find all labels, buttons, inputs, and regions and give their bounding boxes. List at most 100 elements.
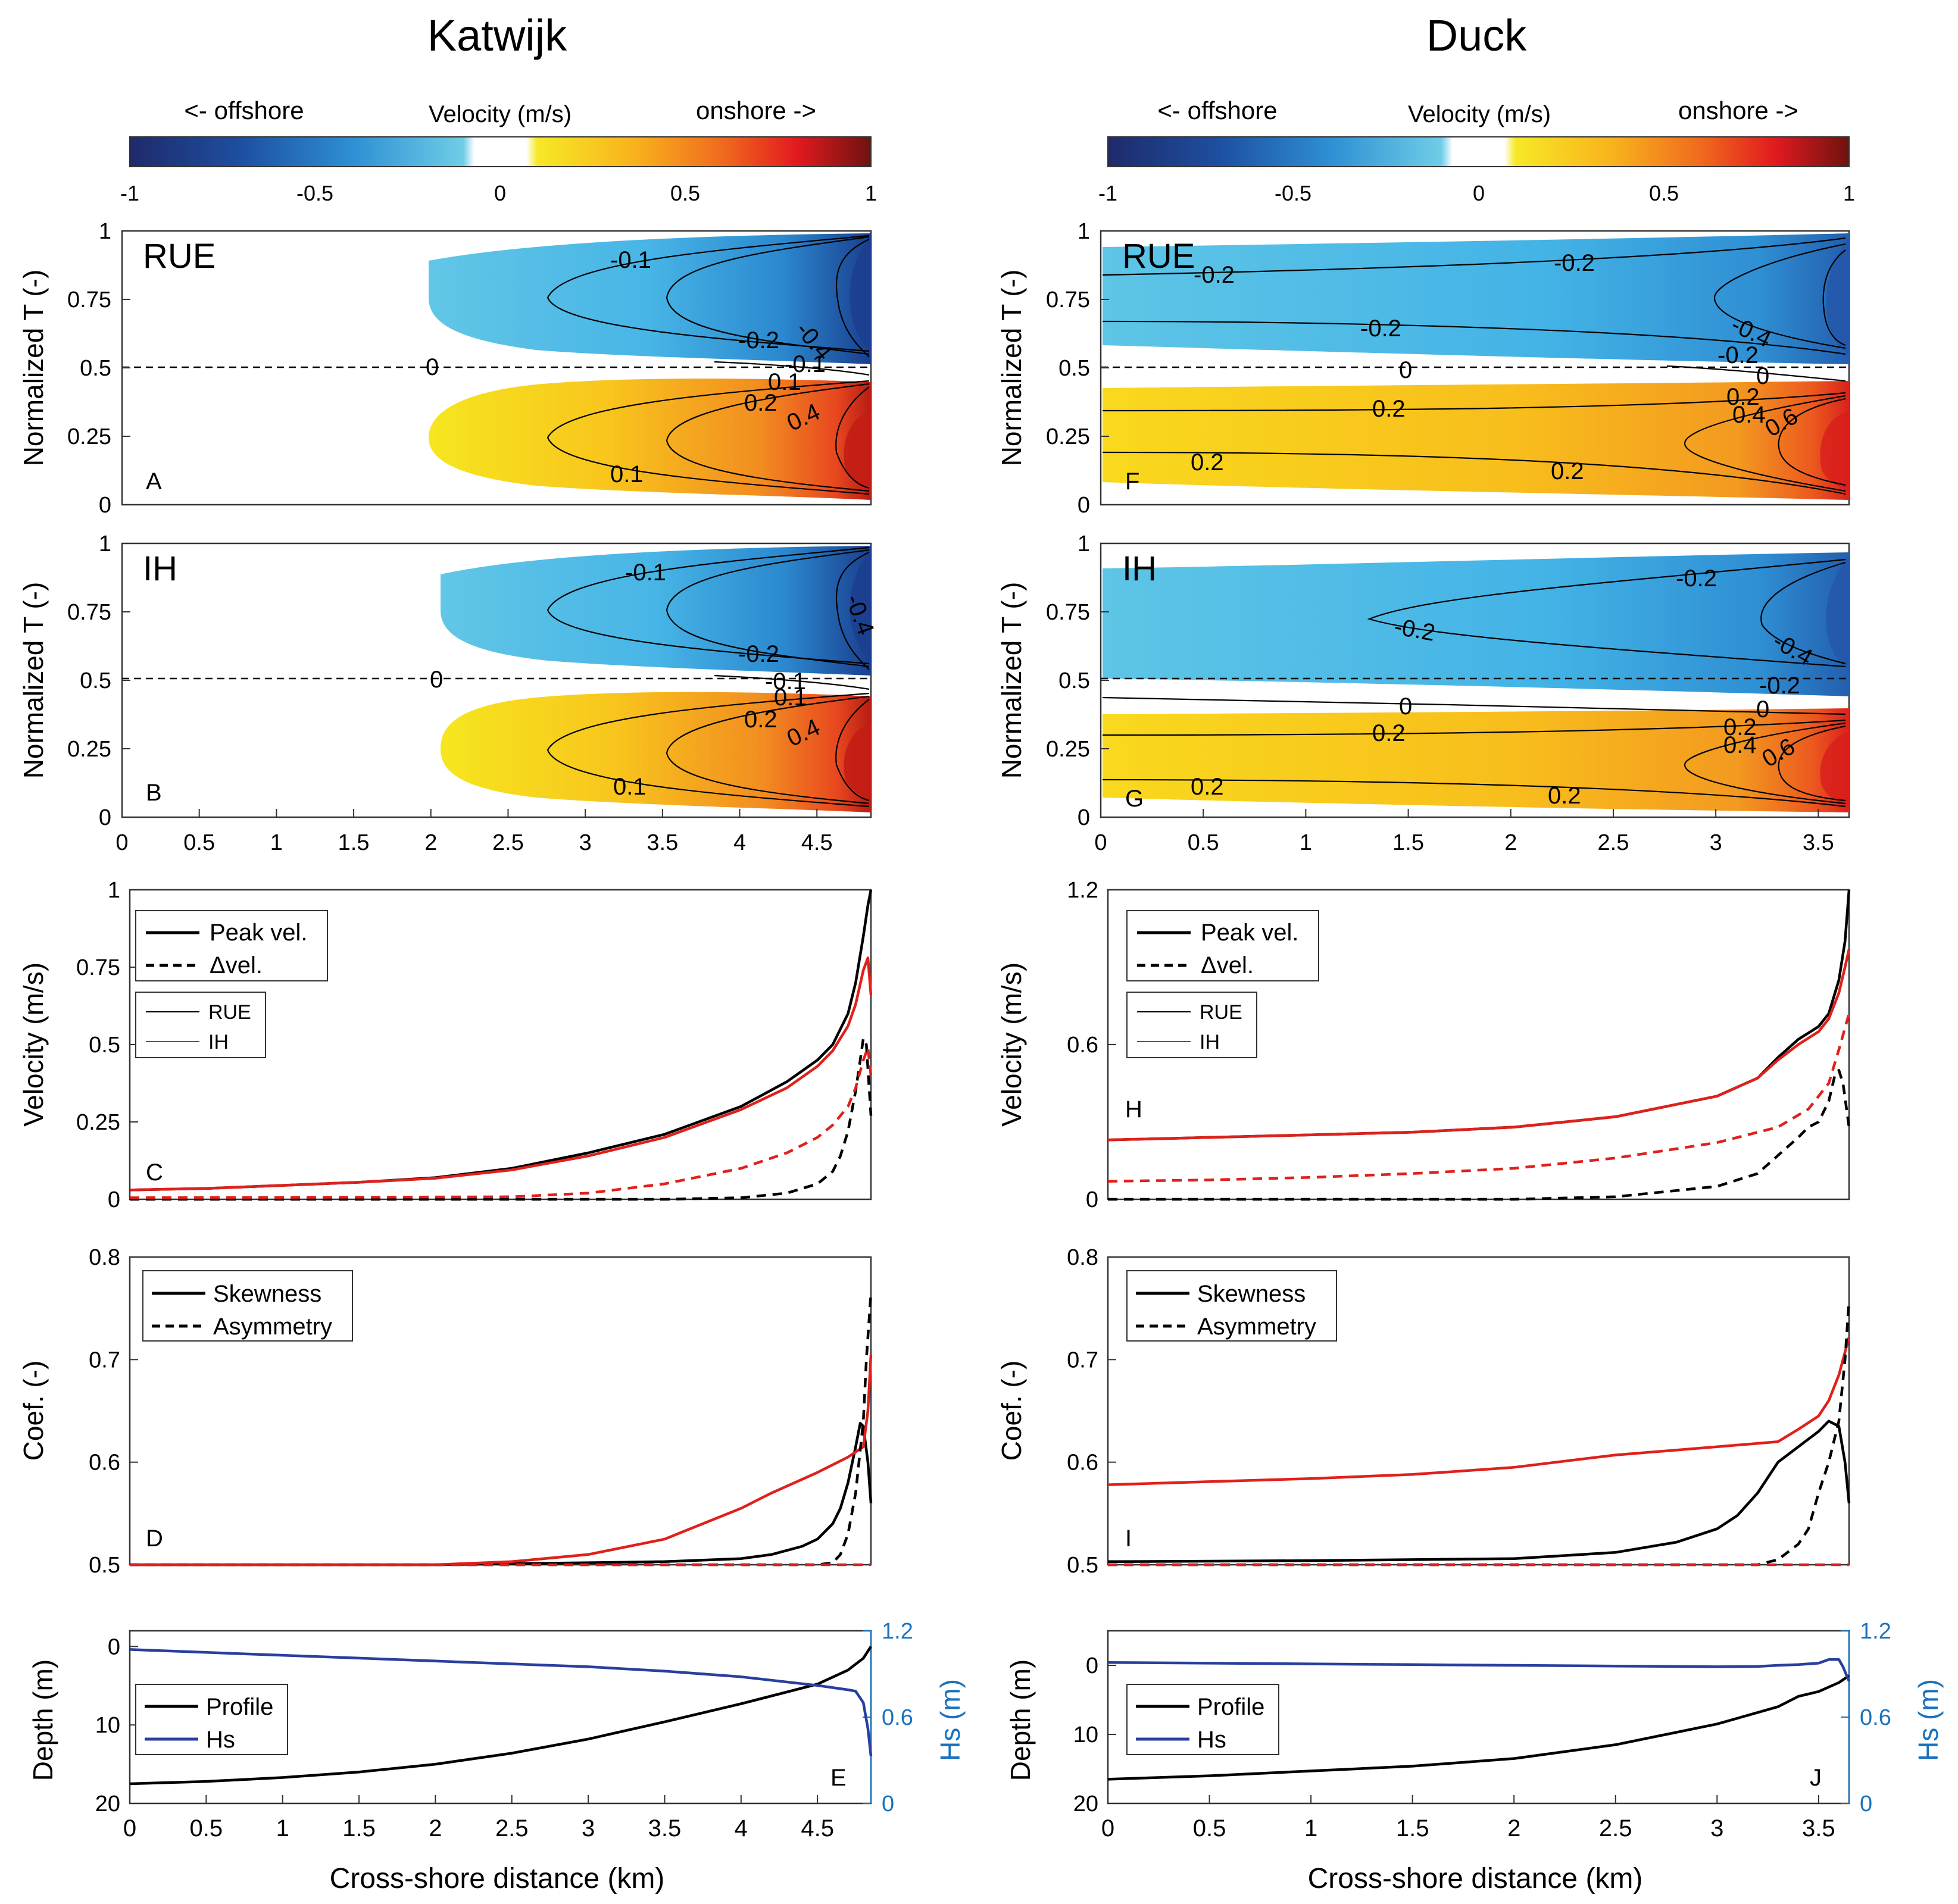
contour-label: -0.2 <box>1676 565 1717 592</box>
y-tick-label: 0 <box>1078 493 1090 518</box>
panel-I: 0.5 0.6 0.7 0.8 <box>1067 1245 1851 1578</box>
series-line-hs <box>1107 1658 1851 1682</box>
y-tick-label: 1 <box>99 219 111 244</box>
ylabel-J: Depth (m) <box>1005 1659 1036 1781</box>
ylabel-H: Velocity (m/s) <box>996 962 1027 1127</box>
contour-label: -0.2 <box>738 641 779 667</box>
y-tick-label: 0.25 <box>1046 424 1090 449</box>
contour-label: 0.2 <box>1372 396 1406 422</box>
series-line-peak-vel-ih <box>1107 949 1851 1142</box>
strong-offshore-core <box>1826 238 1849 354</box>
series-line-skewness-ih <box>1107 1336 1851 1486</box>
contour-label: 0.2 <box>1726 384 1760 410</box>
y2label-E: Hs (m) <box>935 1679 966 1761</box>
contour-label: -0.2 <box>1554 250 1595 276</box>
contour-lines <box>1102 237 1846 495</box>
y2-tick-label: 0.6 <box>1860 1705 1891 1730</box>
strong-onshore-core <box>1820 411 1849 491</box>
ylabel-E: Depth (m) <box>27 1659 58 1781</box>
legend-peak-C: Peak vel. Δvel. <box>135 910 328 981</box>
contour-label: 0 <box>1399 693 1412 720</box>
model-label: IH <box>1122 549 1157 588</box>
contour-label: -0.2 <box>1759 673 1800 699</box>
y-tick-label: 1 <box>108 878 120 903</box>
contour-label: 0 <box>426 354 439 380</box>
y2-tick-label: 1.2 <box>1860 1619 1891 1644</box>
contour-label: -0.1 <box>765 668 806 695</box>
legend-box <box>1126 1270 1337 1342</box>
y-tick-label: 1 <box>1078 219 1090 244</box>
offshore-blob <box>429 233 871 364</box>
contour-label: 0 <box>1756 696 1769 723</box>
series-line-asymmetry-rue <box>1108 1300 1851 1567</box>
cb-tick: 0.5 <box>1649 181 1679 205</box>
title-duck: Duck <box>1426 11 1528 60</box>
contour-lines <box>1102 558 1846 808</box>
contour-label: 0.4 <box>1723 732 1757 758</box>
x-tick-label: 2.5 <box>492 830 524 855</box>
x-tick-label: 1 <box>276 1815 289 1842</box>
cb-tick: -1 <box>120 181 139 205</box>
model-label: IH <box>143 549 177 588</box>
x-tick-label: 2.5 <box>495 1815 529 1842</box>
colorbar-gradient <box>129 136 872 167</box>
colorbar-duck: <- offshore Velocity (m/s) onshore -> -1… <box>1098 96 1855 205</box>
contour-label: -0.1 <box>610 247 651 273</box>
legend-label: RUE <box>208 1001 251 1024</box>
strong-onshore-core <box>844 723 871 801</box>
y-tick-label: 0.25 <box>1046 737 1090 762</box>
legend-label: Asymmetry <box>213 1314 332 1340</box>
y-tick-label: 0.75 <box>67 287 111 312</box>
series-line--vel-rue <box>130 1037 873 1201</box>
strong-onshore-core <box>1820 732 1849 806</box>
y-tick-label: 0.7 <box>89 1348 120 1372</box>
colorbar-offshore-label: <- offshore <box>1157 96 1277 124</box>
y2-tick-label: 0 <box>882 1792 894 1817</box>
y-tick-label: 1 <box>1078 532 1090 556</box>
x-tick-label: 0 <box>115 830 128 855</box>
y-tick-label: 0.25 <box>67 424 111 449</box>
legend-label: Hs <box>206 1727 235 1753</box>
offshore-blob <box>1103 233 1849 364</box>
xlabel-duck: Cross-shore distance (km) <box>1308 1863 1643 1894</box>
y-tick-label: 0.8 <box>89 1245 120 1270</box>
contour-label: 0 <box>1399 357 1412 383</box>
series-line--vel-ih <box>129 1046 873 1199</box>
x-tick-label: 3.5 <box>647 830 678 855</box>
offshore-blob <box>441 546 871 676</box>
legend-box <box>135 992 266 1058</box>
contour-label: -0.1 <box>625 559 666 586</box>
y2-tick-label: 0.6 <box>882 1705 913 1730</box>
colorbar-katwijk: <- offshore Velocity (m/s) onshore -> -1… <box>120 96 877 205</box>
legend-label: Δvel. <box>1201 952 1254 978</box>
x-tick-label: 2 <box>1504 830 1517 855</box>
legend-label: Skewness <box>1197 1281 1306 1307</box>
series-line--vel-rue <box>1108 1069 1851 1201</box>
y-tick-label: 0 <box>108 1634 120 1659</box>
x-tick-label: 1 <box>270 830 283 855</box>
ylabel-D: Coef. (-) <box>18 1361 49 1461</box>
y-tick-label: 0 <box>108 1187 120 1212</box>
contour-label: 0.2 <box>1191 449 1224 476</box>
contour-label: 0.2 <box>1548 783 1581 809</box>
panel-C: 0 0.25 0.5 0.75 1 <box>76 878 873 1212</box>
onshore-blob <box>429 379 871 500</box>
panel-letter: H <box>1125 1096 1142 1123</box>
cb-tick: 0 <box>1473 181 1485 205</box>
contour-label: 0.1 <box>613 774 647 800</box>
series-line-profile <box>1107 1674 1850 1781</box>
legend-model-C: RUE IH <box>135 992 266 1058</box>
y-tick-label: 10 <box>95 1713 120 1738</box>
y-tick-label: 0.5 <box>89 1033 120 1058</box>
y2-tick-label: 1.2 <box>882 1619 913 1644</box>
contour-lines <box>547 235 870 495</box>
x-tick-label: 1 <box>1304 1815 1317 1842</box>
x-tick-label: 4.5 <box>801 830 833 855</box>
y-tick-label: 0.75 <box>1046 287 1090 312</box>
legend-label: IH <box>208 1031 229 1053</box>
x-tick-label: 1 <box>1300 830 1312 855</box>
panel-letter: I <box>1125 1525 1132 1552</box>
legend-coef-D: Skewness Asymmetry <box>142 1270 353 1342</box>
contour-label: -0.2 <box>1194 262 1235 288</box>
